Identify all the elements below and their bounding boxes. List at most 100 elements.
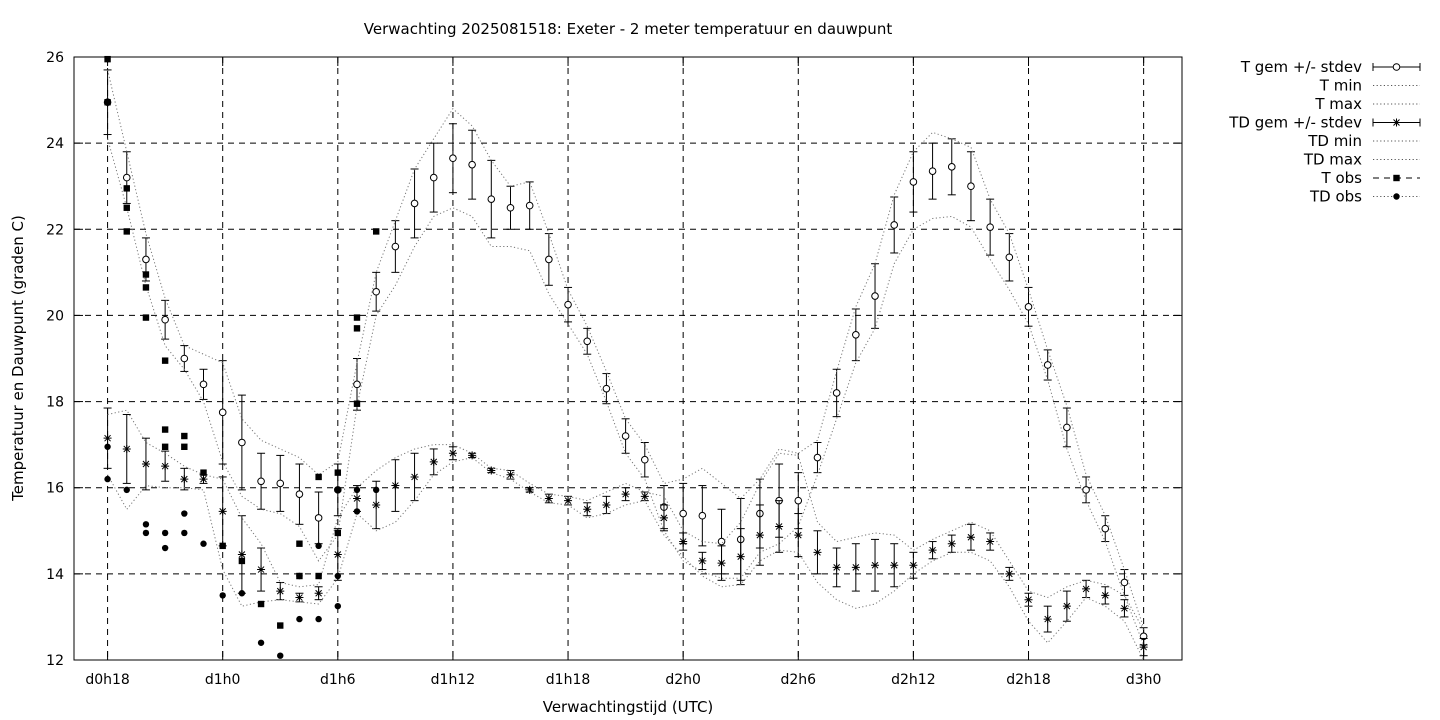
x-tick-label: d2h0 [665, 672, 701, 688]
legend-label: T gem +/- stdev [1240, 58, 1362, 76]
data-point [410, 472, 419, 481]
data-point [142, 529, 150, 537]
data-point [372, 486, 380, 494]
data-point [525, 201, 534, 210]
data-point [909, 178, 918, 186]
data-point [276, 479, 285, 488]
data-point [775, 522, 784, 531]
data-point [852, 331, 860, 339]
data-point [123, 204, 130, 211]
data-point [947, 163, 956, 171]
data-point [928, 546, 937, 555]
data-point [353, 400, 361, 407]
data-point [142, 255, 150, 264]
data-point [1062, 602, 1071, 611]
x-axis-label: Verwachtingstijd (UTC) [543, 698, 714, 716]
data-point [333, 550, 342, 559]
series-t-gem-stdev [103, 69, 1148, 646]
data-point [967, 182, 975, 191]
data-point [698, 556, 707, 565]
data-point [142, 314, 150, 321]
data-point [142, 271, 150, 278]
data-point [180, 475, 189, 484]
data-point [142, 284, 150, 291]
data-point [1043, 615, 1052, 624]
data-point [640, 492, 649, 501]
data-point [353, 486, 361, 494]
data-point [410, 199, 419, 208]
x-tick-label: d2h12 [891, 672, 935, 688]
data-point [353, 380, 361, 389]
data-point [928, 167, 937, 175]
data-point [181, 443, 188, 450]
legend-label: T max [1314, 95, 1362, 113]
data-point [123, 486, 130, 494]
y-tick-label: 12 [46, 653, 64, 669]
data-point [219, 592, 226, 599]
data-point [966, 533, 975, 542]
x-tick-label: d1h12 [431, 672, 475, 688]
y-tick-label: 14 [46, 567, 64, 583]
data-point [161, 426, 169, 433]
legend-label: TD gem +/- stdev [1228, 114, 1362, 132]
series-td-obs [104, 443, 380, 659]
data-point [429, 173, 438, 182]
data-point [1005, 569, 1014, 578]
data-point [104, 443, 111, 450]
data-point [238, 557, 246, 565]
data-point [1082, 584, 1091, 593]
data-point [506, 203, 515, 212]
data-point [429, 457, 438, 466]
data-point [314, 589, 323, 598]
data-point [1139, 643, 1148, 652]
data-point [659, 513, 668, 522]
data-point [104, 55, 111, 63]
data-point [296, 540, 303, 547]
data-point [257, 600, 265, 608]
data-point [1063, 423, 1071, 432]
legend-label: TD max [1303, 151, 1362, 169]
data-point [1043, 361, 1052, 369]
data-point [564, 300, 572, 309]
data-point [238, 590, 246, 597]
data-point [334, 486, 342, 494]
data-point [257, 639, 265, 646]
data-point [986, 537, 995, 546]
y-tick-label: 18 [46, 395, 64, 411]
data-point [334, 602, 342, 610]
data-point [257, 477, 265, 486]
data-point [621, 432, 630, 440]
legend-item: T min [1319, 77, 1420, 95]
chart-title: Verwachting 2025081518: Exeter - 2 meter… [364, 20, 893, 38]
data-point [698, 511, 707, 520]
series-t-min [107, 138, 1145, 646]
data-point [372, 228, 380, 235]
data-point [103, 434, 112, 443]
legend-label: T min [1319, 77, 1362, 95]
data-point [602, 500, 611, 509]
series-t-max [107, 69, 1145, 628]
data-point [199, 475, 208, 484]
series-line [107, 138, 1145, 646]
legend-marker [1392, 118, 1401, 127]
data-point [257, 565, 266, 574]
data-point [142, 521, 150, 528]
data-point [104, 99, 111, 106]
data-point [871, 292, 879, 300]
data-point [1024, 303, 1033, 311]
data-point [468, 160, 476, 169]
data-point [181, 432, 188, 440]
x-tick-label: d1h0 [205, 672, 241, 688]
data-point [679, 537, 688, 546]
data-point [161, 544, 169, 552]
x-tick-label: d2h6 [780, 672, 816, 688]
data-point [296, 572, 303, 580]
data-point [315, 615, 322, 623]
data-point [583, 337, 592, 346]
data-point [909, 561, 918, 570]
data-point [564, 496, 573, 505]
x-tick-label: d3h0 [1126, 672, 1162, 688]
data-point [161, 462, 170, 471]
data-point [602, 384, 611, 393]
